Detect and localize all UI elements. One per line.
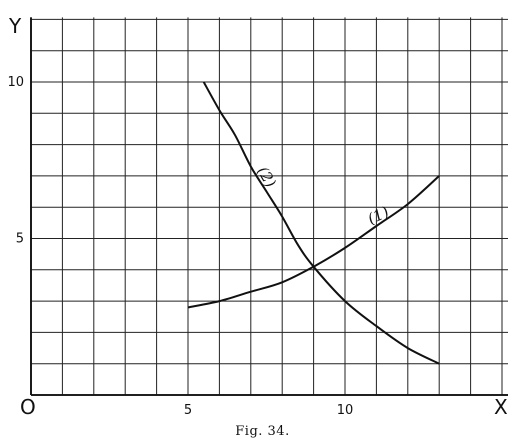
y-axis-label: Y xyxy=(8,14,22,38)
y-tick-label: 5 xyxy=(16,232,24,247)
series-label-2: (2) xyxy=(253,163,279,191)
x-tick-label: 5 xyxy=(184,403,192,418)
grid xyxy=(30,17,508,396)
series-label-1: (1) xyxy=(365,203,392,228)
figure-caption: Fig. 34. xyxy=(235,424,290,439)
series-labels: (1) (2) xyxy=(253,163,391,228)
y-tick-label: 10 xyxy=(7,75,24,90)
series-line-2 xyxy=(202,81,440,365)
tick-labels: 5 10 5 10 xyxy=(7,75,353,418)
x-axis-label: X xyxy=(494,395,508,419)
axes xyxy=(30,17,508,396)
series-lines xyxy=(187,81,440,365)
x-tick-label: 10 xyxy=(337,403,354,418)
origin-label: O xyxy=(20,395,36,419)
